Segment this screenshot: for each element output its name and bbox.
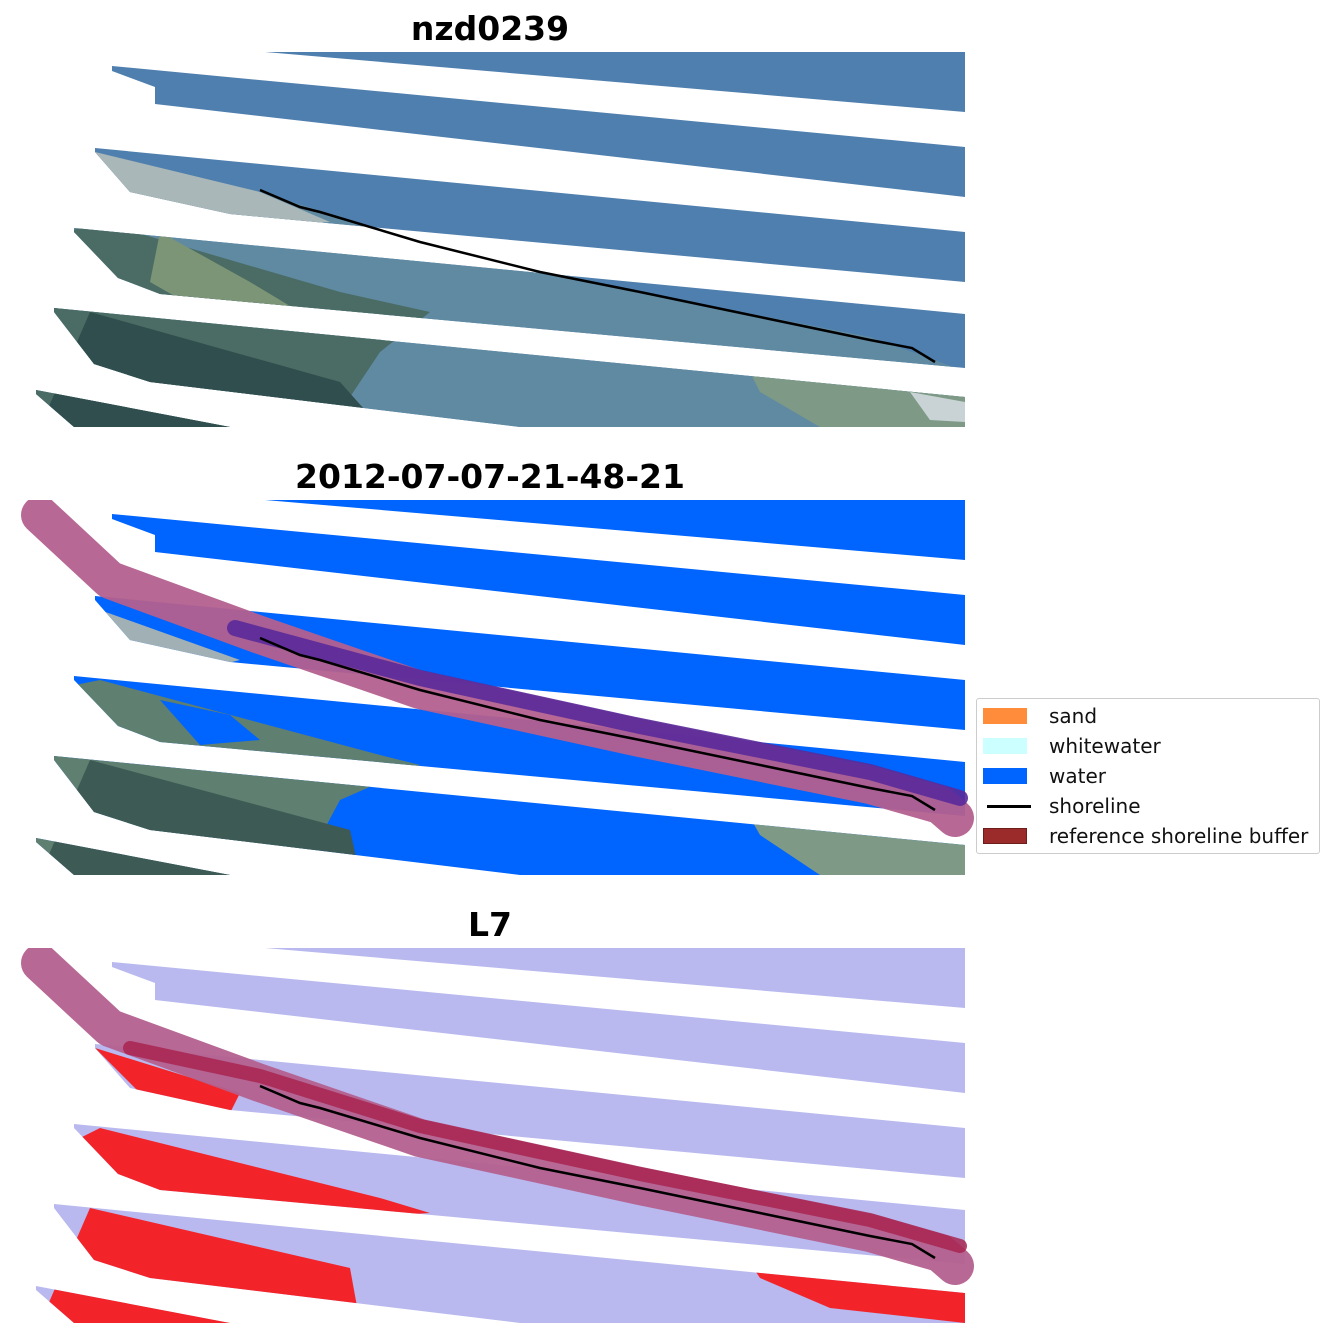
reference-buffer — [21, 948, 974, 1285]
classified-image — [21, 500, 974, 875]
legend-item-whitewater: whitewater — [983, 735, 1313, 757]
legend-label: sand — [1049, 704, 1098, 728]
panel-title-date: 2012-07-07-21-48-21 — [295, 457, 685, 496]
reference-buffer-swatch — [983, 828, 1027, 844]
legend-label: shoreline — [1049, 794, 1141, 818]
legend: sand whitewater water shoreline referenc… — [976, 698, 1320, 854]
shoreline-line — [259, 188, 936, 364]
panel-title-satellite: L7 — [468, 905, 512, 944]
sand-swatch — [983, 708, 1027, 724]
buffer-land-overlap — [123, 1041, 967, 1253]
whitewater-swatch — [983, 738, 1027, 754]
classified-image-panel — [0, 500, 980, 875]
shoreline-line — [259, 1084, 936, 1260]
water-swatch — [983, 768, 1027, 784]
shoreline-line-swatch — [987, 805, 1031, 808]
mndwi-image-panel — [0, 948, 980, 1323]
legend-label: whitewater — [1049, 734, 1161, 758]
rgb-satellite-image — [36, 52, 965, 427]
legend-item-shoreline: shoreline — [983, 795, 1313, 817]
panel-title-rgb: nzd0239 — [410, 9, 570, 48]
mndwi-image — [21, 948, 974, 1323]
legend-item-sand: sand — [983, 705, 1313, 727]
legend-label: reference shoreline buffer — [1049, 824, 1309, 848]
legend-label: water — [1049, 764, 1106, 788]
buffer-water-overlap — [227, 620, 968, 806]
shoreline-line — [259, 636, 936, 812]
reference-buffer — [21, 500, 974, 837]
rgb-image-panel — [0, 52, 980, 427]
legend-item-water: water — [983, 765, 1313, 787]
legend-item-reference-buffer: reference shoreline buffer — [983, 825, 1313, 847]
